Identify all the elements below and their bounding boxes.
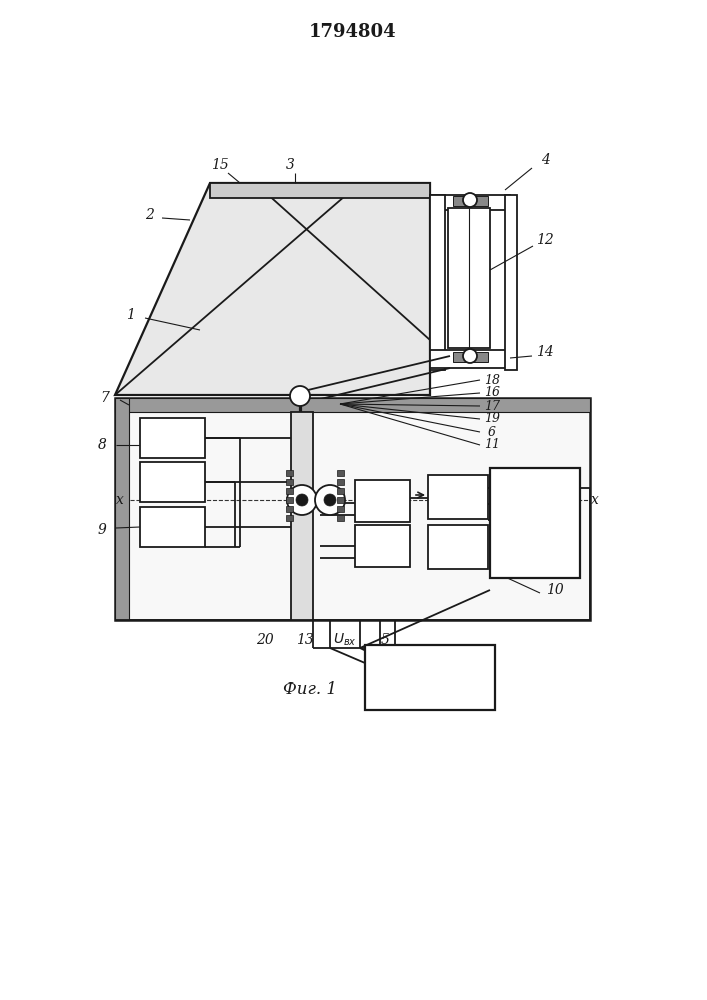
Text: 16: 16	[484, 386, 500, 399]
Bar	[337, 515, 344, 521]
Circle shape	[463, 349, 477, 363]
Text: 2: 2	[146, 208, 154, 222]
Bar	[140, 507, 205, 547]
Bar	[453, 196, 488, 206]
Text: 15: 15	[211, 158, 229, 172]
Text: 12: 12	[536, 233, 554, 247]
Text: 10: 10	[546, 583, 564, 597]
Circle shape	[315, 485, 345, 515]
Bar	[286, 506, 293, 512]
Bar	[428, 525, 488, 569]
Bar	[428, 475, 488, 519]
Bar	[365, 645, 495, 710]
Bar	[286, 479, 293, 485]
Text: 1794804: 1794804	[309, 23, 397, 41]
Text: 8: 8	[98, 438, 107, 452]
Bar	[115, 398, 590, 412]
Text: Фиг. 1: Фиг. 1	[283, 682, 337, 698]
Bar	[337, 497, 344, 503]
Text: 3: 3	[286, 158, 294, 172]
Text: $U_{вх}$: $U_{вх}$	[333, 632, 357, 648]
Bar	[453, 352, 488, 362]
Text: 1: 1	[126, 308, 134, 322]
Circle shape	[324, 494, 336, 506]
Text: 20: 20	[256, 633, 274, 647]
Text: 11: 11	[484, 438, 500, 452]
Text: 4: 4	[541, 153, 549, 167]
Bar	[210, 183, 430, 198]
Text: x: x	[116, 493, 124, 507]
Bar	[355, 525, 410, 567]
Bar	[355, 480, 410, 522]
Circle shape	[296, 494, 308, 506]
Bar	[286, 470, 293, 476]
Bar	[448, 208, 490, 348]
Text: 19: 19	[484, 412, 500, 426]
Bar	[337, 488, 344, 494]
Bar	[505, 195, 517, 370]
Bar	[286, 515, 293, 521]
Bar	[115, 398, 129, 620]
Bar	[140, 462, 205, 502]
Circle shape	[290, 386, 310, 406]
Bar	[337, 470, 344, 476]
Text: 6: 6	[488, 426, 496, 438]
Circle shape	[463, 193, 477, 207]
Bar	[115, 398, 590, 620]
Text: 5: 5	[380, 633, 390, 647]
Bar	[430, 195, 510, 210]
Text: 9: 9	[98, 523, 107, 537]
Bar	[337, 479, 344, 485]
Bar	[286, 497, 293, 503]
Bar	[291, 412, 313, 620]
Text: 18: 18	[484, 373, 500, 386]
Bar	[430, 195, 445, 370]
Polygon shape	[115, 183, 430, 395]
Bar	[337, 506, 344, 512]
Text: 7: 7	[100, 391, 110, 405]
Bar	[430, 350, 510, 368]
Circle shape	[287, 485, 317, 515]
Bar	[286, 488, 293, 494]
Bar	[490, 468, 580, 578]
Text: x: x	[591, 493, 599, 507]
Bar	[140, 418, 205, 458]
Text: 13: 13	[296, 633, 314, 647]
Text: 14: 14	[536, 345, 554, 359]
Text: 17: 17	[484, 399, 500, 412]
